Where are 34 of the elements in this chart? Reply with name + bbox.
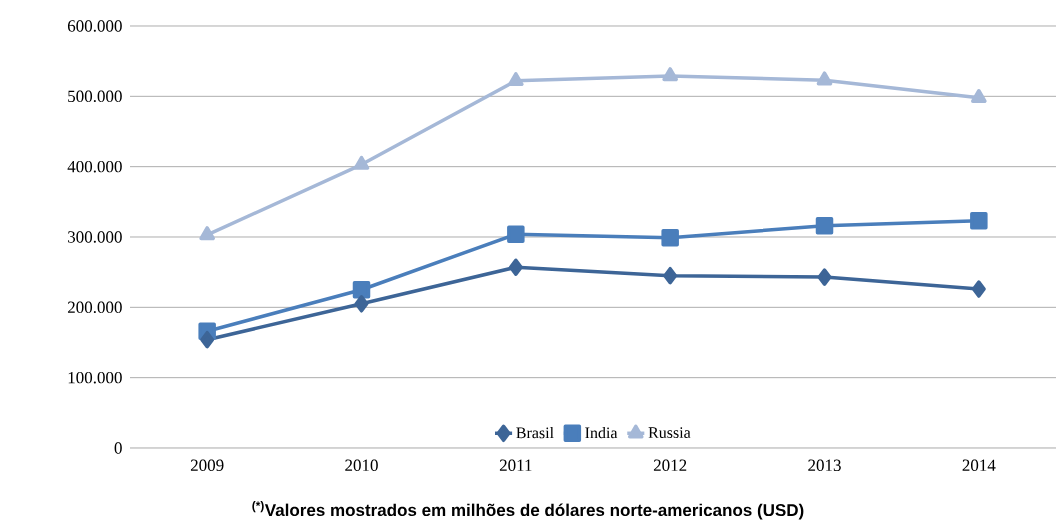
- point: [663, 266, 678, 285]
- point: [508, 258, 523, 276]
- x-tick-label: 2010: [345, 459, 378, 472]
- point: [199, 226, 215, 241]
- point: [352, 281, 371, 299]
- point: [815, 217, 834, 235]
- point: [200, 330, 215, 349]
- y-tick-label: 0: [114, 442, 122, 454]
- point: [508, 72, 524, 87]
- point: [817, 268, 832, 286]
- y-tick-label: 400.000: [67, 160, 122, 173]
- y-tick-label: 500.000: [68, 90, 122, 103]
- point: [971, 88, 987, 103]
- x-tick-label: 2014: [962, 459, 996, 472]
- point: [354, 295, 369, 313]
- y-tick-label: 300.000: [68, 231, 122, 243]
- point: [661, 228, 679, 247]
- x-tick-label: 2012: [653, 459, 687, 472]
- legend-label: Russia: [648, 427, 691, 438]
- legend-label: India: [585, 426, 618, 439]
- point: [970, 212, 988, 230]
- point: [816, 71, 833, 86]
- point: [662, 67, 678, 82]
- point: [507, 225, 525, 243]
- point: [971, 280, 986, 298]
- text: $^{(*)}$Valores mostrados em milhões de dólares norte-americanos (USD): [252, 501, 804, 520]
- point: [353, 155, 370, 170]
- y-tick-label: 600.000: [67, 20, 122, 32]
- x-tick-label: 2009: [190, 459, 224, 472]
- legend-label: Brasil: [516, 426, 554, 439]
- x-tick-label: 2011: [499, 459, 532, 472]
- y-tick-label: 200.000: [67, 301, 122, 314]
- y-tick-label: 100.000: [68, 371, 122, 384]
- x-tick-label: 2013: [808, 459, 841, 472]
